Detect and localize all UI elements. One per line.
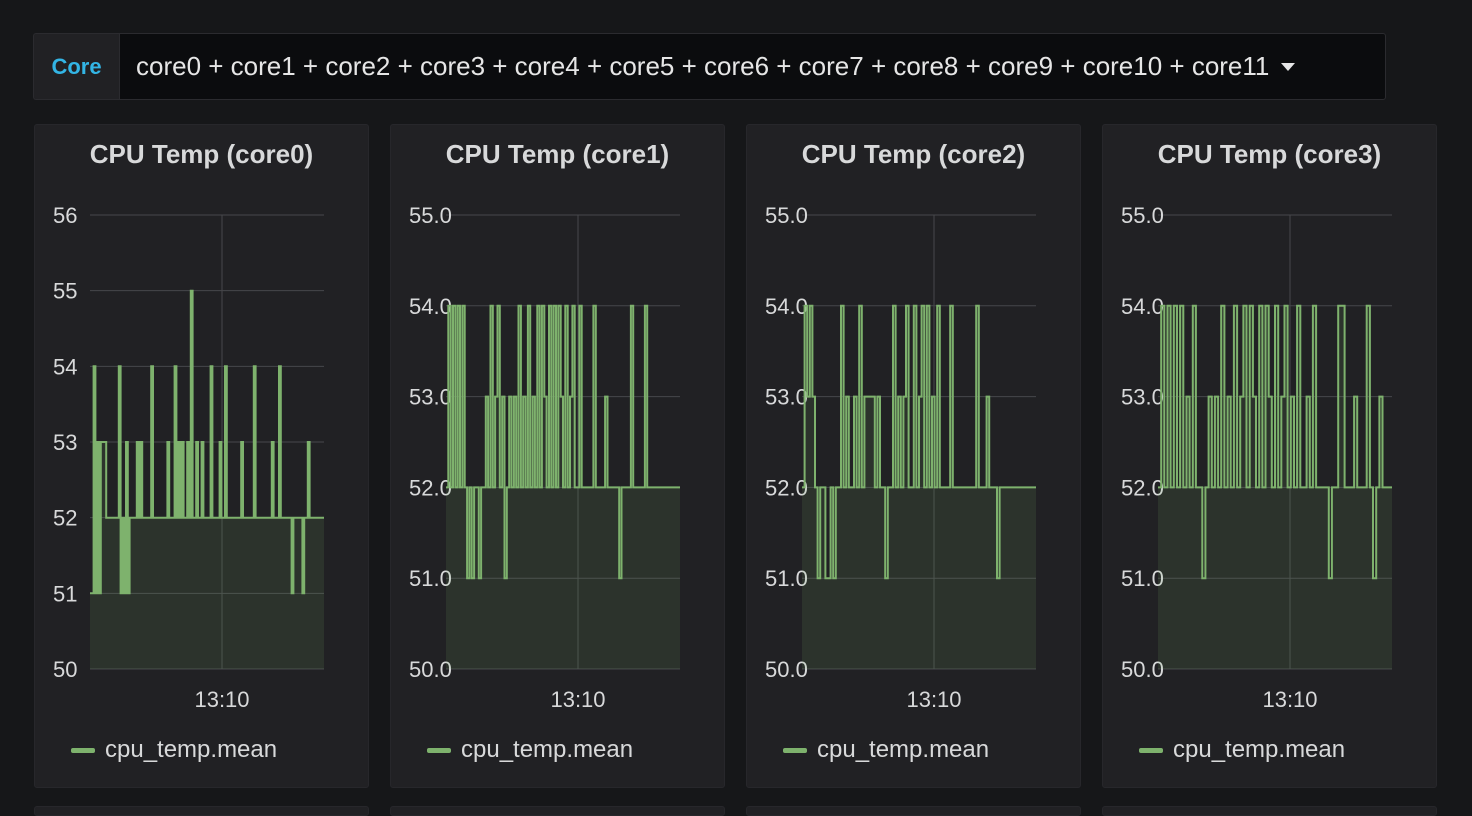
- y-tick-label: 53.0: [409, 385, 452, 410]
- panel-title[interactable]: CPU Temp (core0): [89, 139, 314, 169]
- y-tick-label: 53: [53, 430, 77, 455]
- y-tick-label: 50: [53, 657, 77, 682]
- legend-label: cpu_temp.mean: [461, 736, 634, 763]
- y-tick-label: 53.0: [765, 385, 808, 410]
- series-line: [446, 304, 680, 580]
- panel-core2: CPU Temp (core2) 50.0 51.0 52.0 53.0 54.0 55.…: [746, 124, 1081, 788]
- y-tick-label: 51.0: [409, 566, 452, 591]
- y-tick-label: 54.0: [765, 294, 808, 319]
- chart-core1: 50.0 51.0 52.0 53.0 54.0 55.0 13:10: [409, 203, 680, 712]
- x-tick-label: 13:10: [906, 687, 961, 712]
- x-tick-label: 13:10: [194, 687, 249, 712]
- panel-core1: CPU Temp (core1) 50.0 51.0 52.0 53.0 54.0 55.…: [390, 124, 725, 788]
- variable-value: core0 + core1 + core2 + core3 + core4 + …: [136, 51, 1270, 81]
- next-row-panel: [1102, 806, 1437, 816]
- chart-core2: 50.0 51.0 52.0 53.0 54.0 55.0 13:10: [765, 203, 1036, 712]
- panel-title[interactable]: CPU Temp (core3): [1157, 139, 1382, 169]
- panel-title[interactable]: CPU Temp (core2): [801, 139, 1026, 169]
- legend-label: cpu_temp.mean: [817, 736, 990, 763]
- y-tick-label: 51.0: [1121, 566, 1164, 591]
- y-tick-label: 55.0: [765, 203, 808, 228]
- y-tick-label: 50.0: [1121, 657, 1164, 682]
- series-line: [90, 289, 324, 595]
- series-line: [1158, 304, 1392, 580]
- y-tick-label: 52: [53, 506, 77, 531]
- next-row-panel: [390, 806, 725, 816]
- legend-label: cpu_temp.mean: [1173, 736, 1346, 763]
- series-area: [90, 290, 324, 669]
- y-tick-label: 55: [53, 279, 77, 304]
- chart-core3: 50.0 51.0 52.0 53.0 54.0 55.0 13:10: [1121, 203, 1392, 712]
- next-row-panel: [34, 806, 369, 816]
- y-tick-label: 52.0: [1121, 475, 1164, 500]
- y-tick-label: 54.0: [1121, 294, 1164, 319]
- y-tick-label: 52.0: [765, 475, 808, 500]
- legend-item[interactable]: cpu_temp.mean: [783, 736, 989, 764]
- y-tick-label: 56: [53, 203, 77, 228]
- variable-dropdown[interactable]: core0 + core1 + core2 + core3 + core4 + …: [119, 33, 1386, 100]
- panel-core3: CPU Temp (core3) 50.0 51.0 52.0 53.0 54.0 55.…: [1102, 124, 1437, 788]
- legend-label: cpu_temp.mean: [105, 736, 278, 763]
- x-tick-label: 13:10: [1262, 687, 1317, 712]
- series-line: [802, 304, 1036, 580]
- legend-item[interactable]: cpu_temp.mean: [71, 736, 277, 764]
- legend-swatch-icon: [71, 747, 95, 753]
- chart-core0: 50 51 52 53 54 55 56 13:10: [53, 203, 324, 712]
- y-tick-label: 54.0: [409, 294, 452, 319]
- y-tick-label: 50.0: [409, 657, 452, 682]
- legend-swatch-icon: [1139, 747, 1163, 753]
- legend-item[interactable]: cpu_temp.mean: [427, 736, 633, 764]
- legend-swatch-icon: [783, 747, 807, 753]
- y-tick-label: 52.0: [409, 475, 452, 500]
- caret-down-icon: [1281, 62, 1296, 71]
- legend-swatch-icon: [427, 747, 451, 753]
- x-tick-label: 13:10: [550, 687, 605, 712]
- panel-core0: CPU Temp (core0) 50 51 52 53 54 55 56 13:10 cpu…: [34, 124, 369, 788]
- legend-item[interactable]: cpu_temp.mean: [1139, 736, 1345, 764]
- y-tick-label: 51.0: [765, 566, 808, 591]
- y-tick-label: 55.0: [1121, 203, 1164, 228]
- y-tick-label: 54: [53, 354, 77, 379]
- y-tick-label: 51: [53, 581, 77, 606]
- y-tick-label: 50.0: [765, 657, 808, 682]
- panel-title[interactable]: CPU Temp (core1): [445, 139, 670, 169]
- y-tick-label: 53.0: [1121, 385, 1164, 410]
- template-variable-row: Core core0 + core1 + core2 + core3 + cor…: [33, 33, 1386, 100]
- variable-label: Core: [33, 33, 119, 100]
- y-tick-label: 55.0: [409, 203, 452, 228]
- next-row-panel: [746, 806, 1081, 816]
